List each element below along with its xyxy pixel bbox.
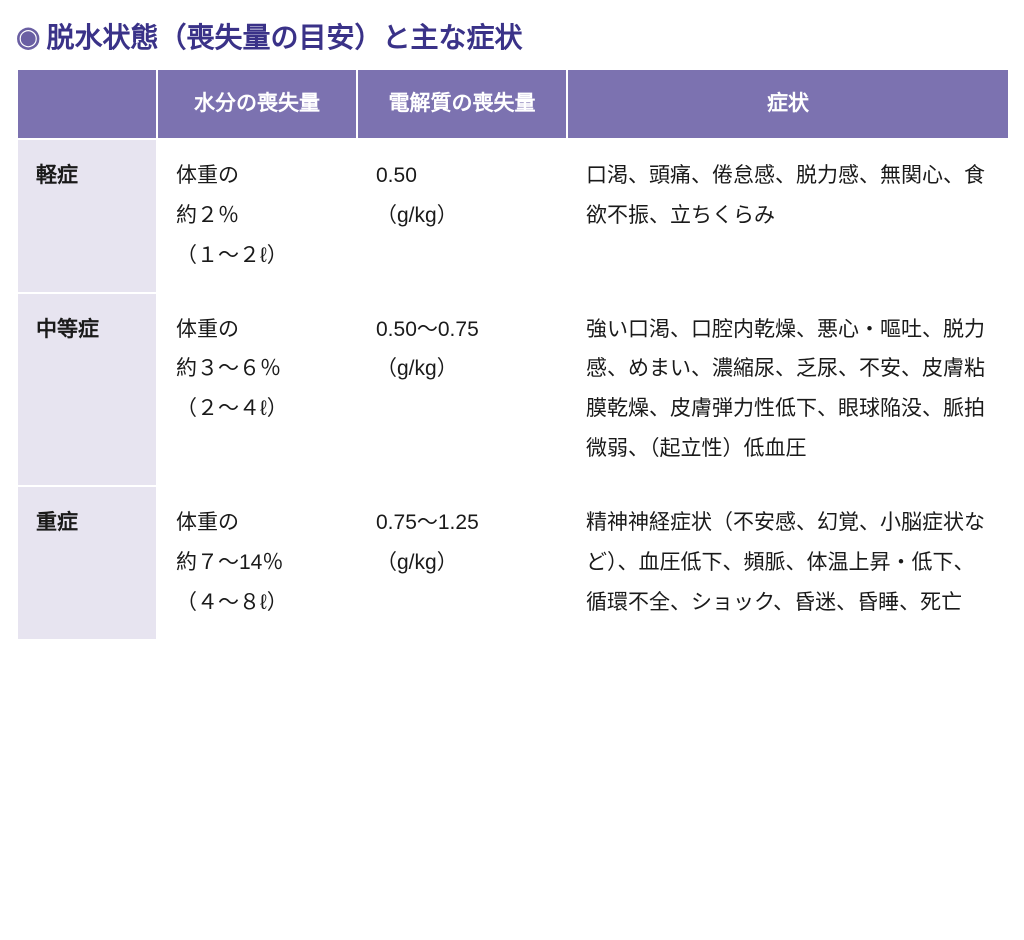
page-title: 脱水状態（喪失量の目安）と主な症状 bbox=[46, 16, 522, 56]
table-row: 中等症 体重の約３～６％（２～４ℓ） 0.50～0.75（g/kg） 強い口渇、… bbox=[17, 293, 1009, 487]
table-row: 重症 体重の約７～14％（４～８ℓ） 0.75～1.25（g/kg） 精神神経症… bbox=[17, 486, 1009, 640]
row-label-moderate: 中等症 bbox=[17, 293, 157, 487]
cell-water-severe: 体重の約７～14％（４～８ℓ） bbox=[157, 486, 357, 640]
row-label-mild: 軽症 bbox=[17, 139, 157, 293]
cell-symptoms-severe: 精神神経症状（不安感、幻覚、小脳症状など）、血圧低下、頻脈、体温上昇・低下、循環… bbox=[567, 486, 1009, 640]
header-row: 水分の喪失量 電解質の喪失量 症状 bbox=[17, 69, 1009, 139]
cell-electrolyte-severe: 0.75～1.25（g/kg） bbox=[357, 486, 567, 640]
row-label-severe: 重症 bbox=[17, 486, 157, 640]
header-electrolyte: 電解質の喪失量 bbox=[357, 69, 567, 139]
cell-symptoms-moderate: 強い口渇、口腔内乾燥、悪心・嘔吐、脱力感、めまい、濃縮尿、乏尿、不安、皮膚粘膜乾… bbox=[567, 293, 1009, 487]
table-row: 軽症 体重の約２％（１～２ℓ） 0.50（g/kg） 口渇、頭痛、倦怠感、脱力感… bbox=[17, 139, 1009, 293]
cell-water-mild: 体重の約２％（１～２ℓ） bbox=[157, 139, 357, 293]
cell-electrolyte-moderate: 0.50～0.75（g/kg） bbox=[357, 293, 567, 487]
header-water: 水分の喪失量 bbox=[157, 69, 357, 139]
header-symptoms: 症状 bbox=[567, 69, 1009, 139]
title-row: ◉ 脱水状態（喪失量の目安）と主な症状 bbox=[16, 16, 1008, 56]
bullet-icon: ◉ bbox=[16, 20, 40, 53]
dehydration-table: 水分の喪失量 電解質の喪失量 症状 軽症 体重の約２％（１～２ℓ） 0.50（g… bbox=[16, 68, 1010, 641]
cell-electrolyte-mild: 0.50（g/kg） bbox=[357, 139, 567, 293]
cell-symptoms-mild: 口渇、頭痛、倦怠感、脱力感、無関心、食欲不振、立ちくらみ bbox=[567, 139, 1009, 293]
header-empty bbox=[17, 69, 157, 139]
cell-water-moderate: 体重の約３～６％（２～４ℓ） bbox=[157, 293, 357, 487]
